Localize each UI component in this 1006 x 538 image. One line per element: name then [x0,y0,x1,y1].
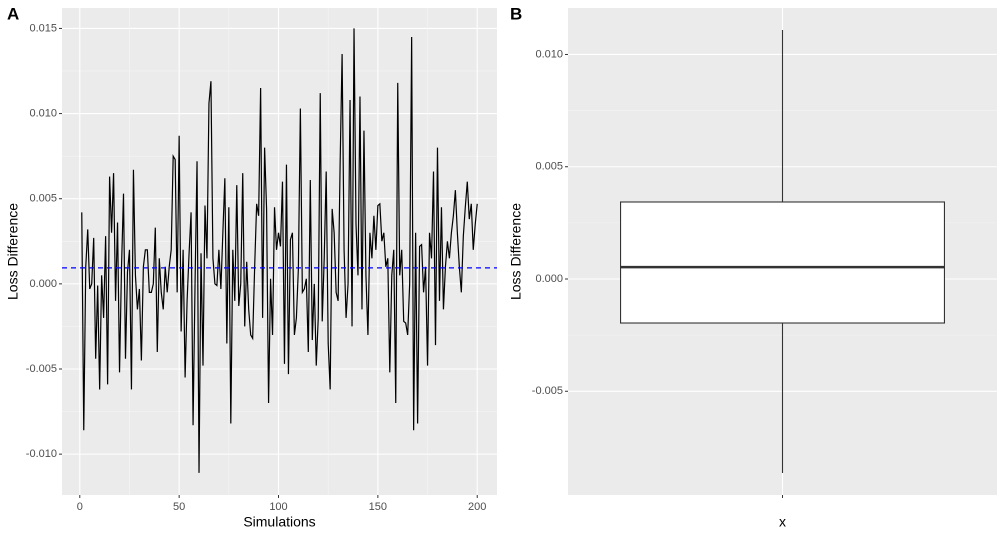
y-axis-title: Loss Difference [508,203,524,300]
x-axis-title: Simulations [243,514,315,530]
x-axis-title: x [779,514,786,530]
y-tick-label: 0.000 [535,273,563,285]
y-tick-label: 0.000 [29,278,57,290]
y-tick-label: 0.010 [535,48,563,60]
panel-label: A [7,4,19,23]
x-tick-label: 50 [173,501,185,513]
y-axis-title: Loss Difference [5,203,21,300]
x-tick-label: 100 [269,501,287,513]
box [620,201,945,324]
y-tick-label: 0.005 [29,193,57,205]
y-tick-label: 0.015 [29,22,57,34]
x-tick-label: 150 [369,501,387,513]
data-line [81,28,478,473]
y-tick-label: -0.010 [26,448,57,460]
y-tick-label: 0.005 [535,161,563,173]
y-tick-label: -0.005 [26,363,57,375]
y-tick-label: -0.005 [532,385,563,397]
y-tick-label: 0.010 [29,107,57,119]
panel-label: B [510,4,522,23]
x-tick-label: 200 [468,501,486,513]
x-tick-label: 0 [77,501,83,513]
